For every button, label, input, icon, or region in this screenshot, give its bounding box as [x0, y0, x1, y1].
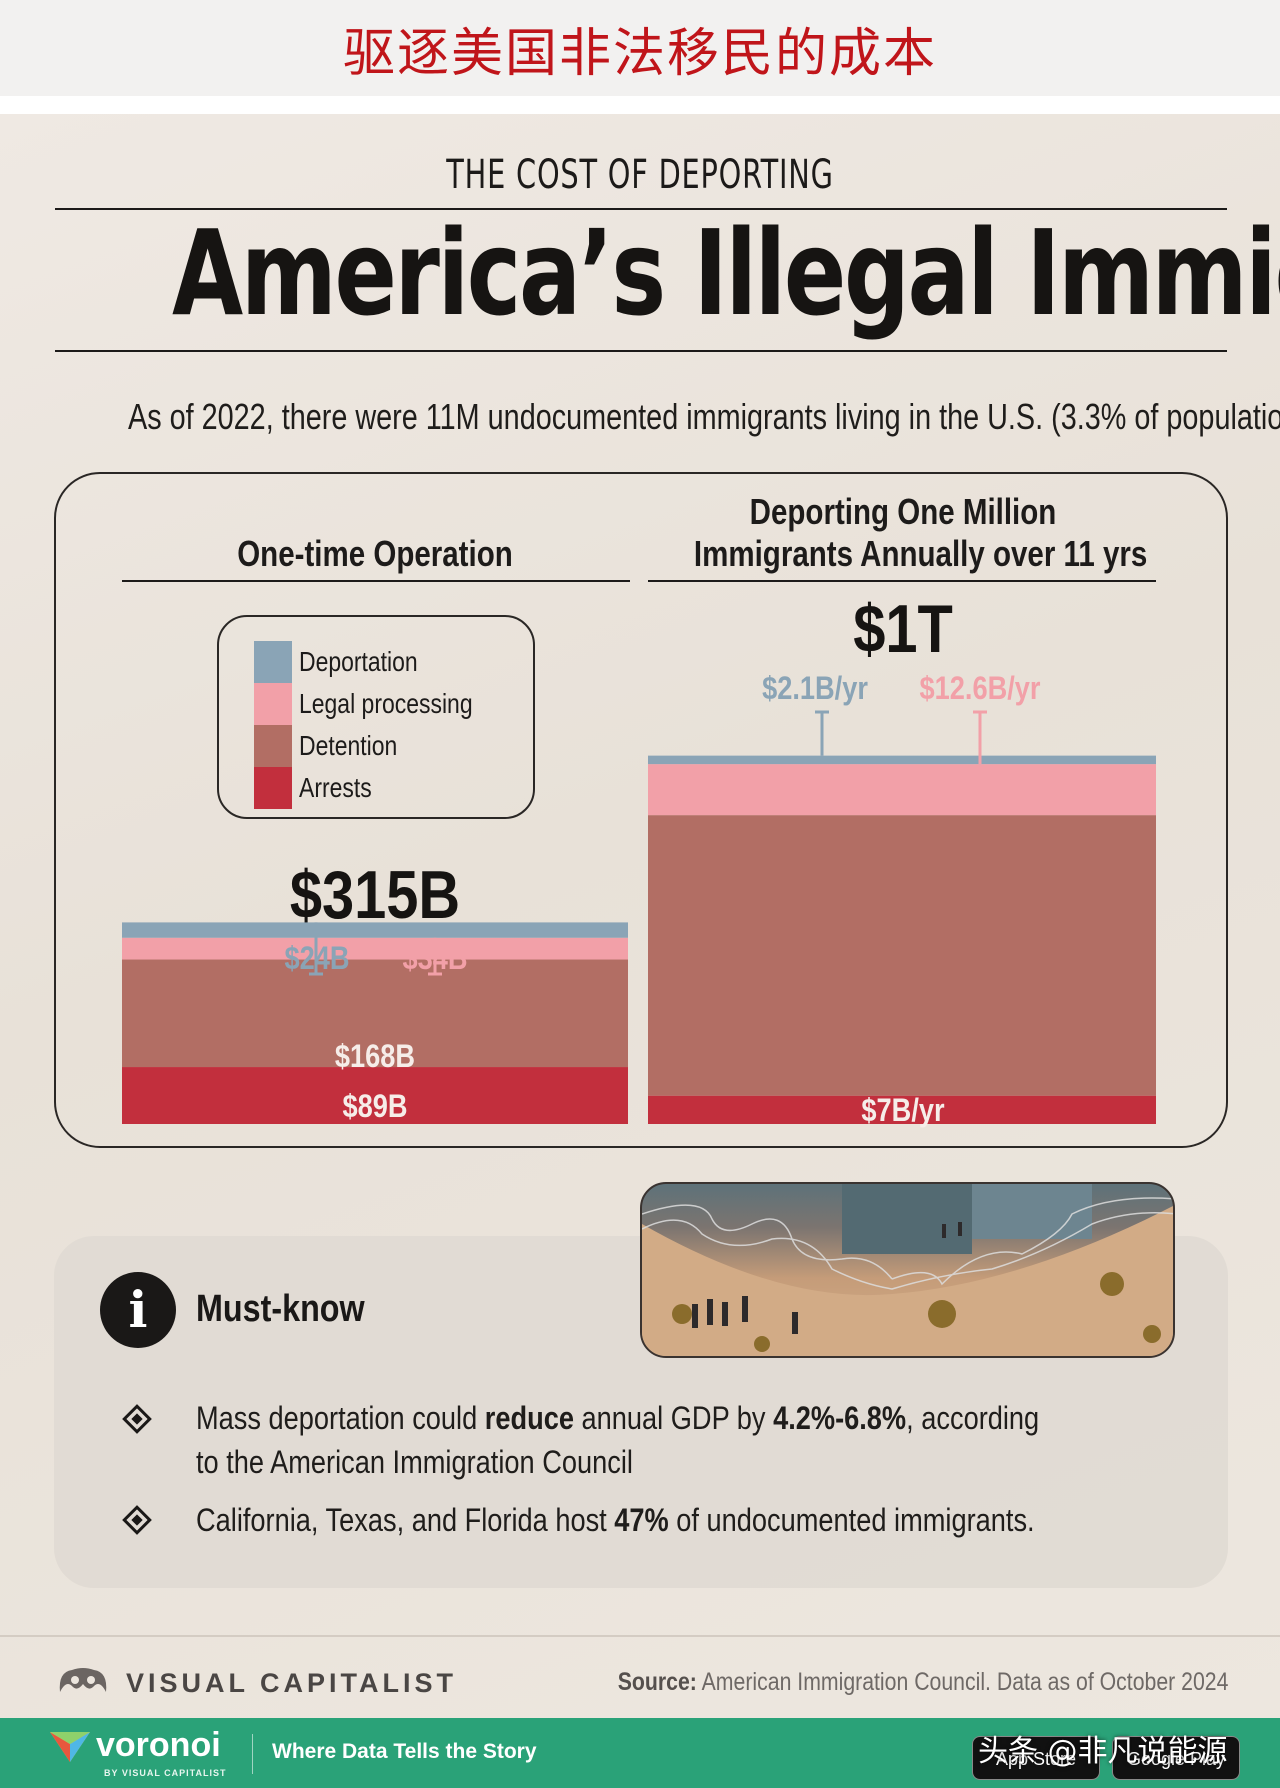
footer-brand: VISUAL CAPITALIST: [126, 1668, 458, 1698]
headline-rule-top: [55, 208, 1227, 210]
bullet-1-emphasis-reduce: reduce: [484, 1400, 574, 1436]
bar-segment-detention-annual: [648, 815, 1156, 1096]
bullet-2-emphasis-percent: 47%: [614, 1502, 669, 1538]
label-legal-annual: $12.6B/yr: [919, 670, 1041, 706]
google-play-badge[interactable]: Google Play: [1112, 1736, 1240, 1780]
border-fence-photo: [640, 1182, 1175, 1358]
legend-swatch-deportation: [254, 641, 292, 683]
bar-segment-deportation-one-time: [122, 922, 628, 938]
bullet-1-emphasis-range: 4.2%-6.8%: [773, 1400, 907, 1436]
label-arrests-one-time: $89B: [342, 1088, 408, 1124]
visual-capitalist-logo-icon: [59, 1668, 107, 1692]
label-arrests-annual: $7B/yr: [861, 1092, 945, 1128]
label-deportation-one-time: $24B: [284, 940, 350, 976]
voronoi-tagline: Where Data Tells the Story: [272, 1740, 537, 1763]
bar-segment-arrests-one-time: [122, 1067, 628, 1124]
label-leader-legal-processing-annual: [973, 710, 987, 765]
bar-segment-deportation-annual: [648, 755, 1156, 765]
legend-swatch-detention: [254, 725, 292, 767]
kicker-title: THE COST OF DEPORTING: [446, 152, 834, 198]
legend-label-deportation: Deportation: [299, 646, 418, 677]
headline-rule-bottom: [55, 350, 1227, 352]
bottom-bar-divider: [252, 1734, 253, 1774]
legend: Deportation Legal processing Detention A…: [217, 615, 535, 819]
watermark: 头条 @非凡说能源: [978, 1734, 1228, 1769]
bullet-1-text-b: annual GDP by: [573, 1400, 774, 1436]
must-know-bullet-2: California, Texas, and Florida host 47% …: [196, 1498, 1046, 1542]
label-leader-deportation-annual: [815, 710, 829, 756]
source-label: Source:: [617, 1668, 697, 1696]
label-deportation-annual: $2.1B/yr: [762, 670, 868, 706]
top-banner: 驱逐美国非法移民的成本: [0, 0, 1280, 96]
bar-segment-arrests-annual: [648, 1095, 1156, 1124]
must-know-bullet-1: Mass deportation could reduce annual GDP…: [196, 1396, 1046, 1484]
label-leader-deportation-one-time: [309, 922, 323, 976]
chart-title-rule-annual: [648, 580, 1156, 582]
bar-segment-detention-one-time: [122, 959, 628, 1068]
voronoi-wordmark: voronoi: [96, 1726, 221, 1764]
chart-title-one-time: One-time Operation: [237, 533, 513, 574]
legend-label-legal-processing: Legal processing: [299, 688, 473, 719]
voronoi-byline: BY VISUAL CAPITALIST: [104, 1768, 227, 1778]
chart-panel: [54, 472, 1228, 1148]
bullet-2-text-b: of undocumented immigrants.: [668, 1502, 1035, 1538]
app-store-badge[interactable]: App Store: [972, 1736, 1100, 1780]
legend-label-detention: Detention: [299, 730, 398, 761]
source-text: American Immigration Council. Data as of…: [701, 1668, 1228, 1696]
source-note: Source: American Immigration Council. Da…: [617, 1668, 1228, 1697]
legend-label-arrests: Arrests: [299, 772, 372, 803]
chart-title-annual-line2: Immigrants Annually over 11 yrs: [693, 533, 1148, 574]
bullet-2-text-a: California, Texas, and Florida host: [196, 1502, 615, 1538]
bar-segment-legal-processing-one-time: [122, 937, 628, 960]
must-know-title: Must-know: [196, 1288, 365, 1330]
chart-title-annual-line1: Deporting One Million: [749, 491, 1057, 532]
stacked-bars-svg: [122, 710, 1156, 1124]
subtitle: As of 2022, there were 11M undocumented …: [128, 396, 1280, 437]
bar-segment-legal-processing-annual: [648, 764, 1156, 816]
voronoi-logo-icon: [50, 1732, 90, 1762]
headline: America’s Illegal Immigrants: [172, 204, 1280, 342]
chart-title-rule-one-time: [122, 580, 630, 582]
legend-swatch-arrests: [254, 767, 292, 809]
total-one-time: $315B: [289, 857, 461, 933]
banner-gap: [0, 96, 1280, 114]
bullet-1-text-c: , according to the American Immigration …: [196, 1400, 1040, 1480]
label-leader-legal-processing-one-time: [428, 937, 442, 976]
diamond-bullet-icon: [122, 1404, 152, 1434]
bullet-1-text-a: Mass deportation could: [196, 1400, 485, 1436]
label-detention-one-time: $168B: [334, 1038, 416, 1074]
info-icon: i: [100, 1272, 176, 1348]
top-banner-title: 驱逐美国非法移民的成本: [342, 23, 937, 84]
footer-rule: [0, 1635, 1280, 1637]
total-annual: $1T: [853, 591, 953, 667]
diamond-bullet-icon: [122, 1505, 152, 1535]
label-legal-one-time: $34B: [402, 940, 468, 976]
legend-swatch-legal-processing: [254, 683, 292, 725]
